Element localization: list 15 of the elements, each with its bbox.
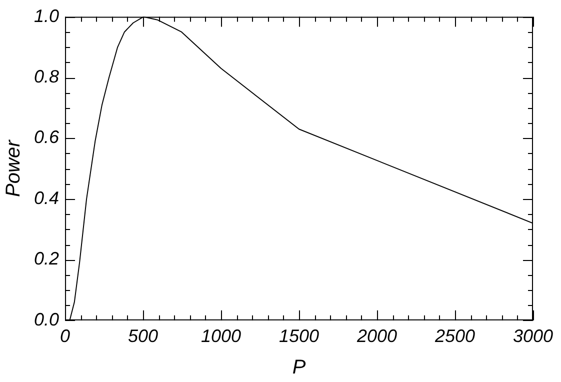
x-tick-label: 500 <box>128 326 158 346</box>
y-tick-label: 1.0 <box>34 6 60 26</box>
y-tick-label: 0.2 <box>34 248 60 269</box>
x-tick-label: 0 <box>60 326 70 346</box>
y-tick-label: 0.6 <box>34 127 60 148</box>
x-tick-label: 1000 <box>200 326 242 346</box>
x-tick-label: 2000 <box>356 326 398 346</box>
y-tick-label: 0.0 <box>34 309 60 330</box>
y-axis-title: Power <box>2 138 25 197</box>
x-tick-label: 2500 <box>434 326 476 346</box>
y-tick-label: 0.8 <box>34 66 60 87</box>
x-tick-label: 3000 <box>512 326 554 346</box>
x-axis-title: P <box>292 356 306 379</box>
x-tick-label: 1500 <box>278 326 320 346</box>
y-tick-label: 0.4 <box>34 188 60 208</box>
